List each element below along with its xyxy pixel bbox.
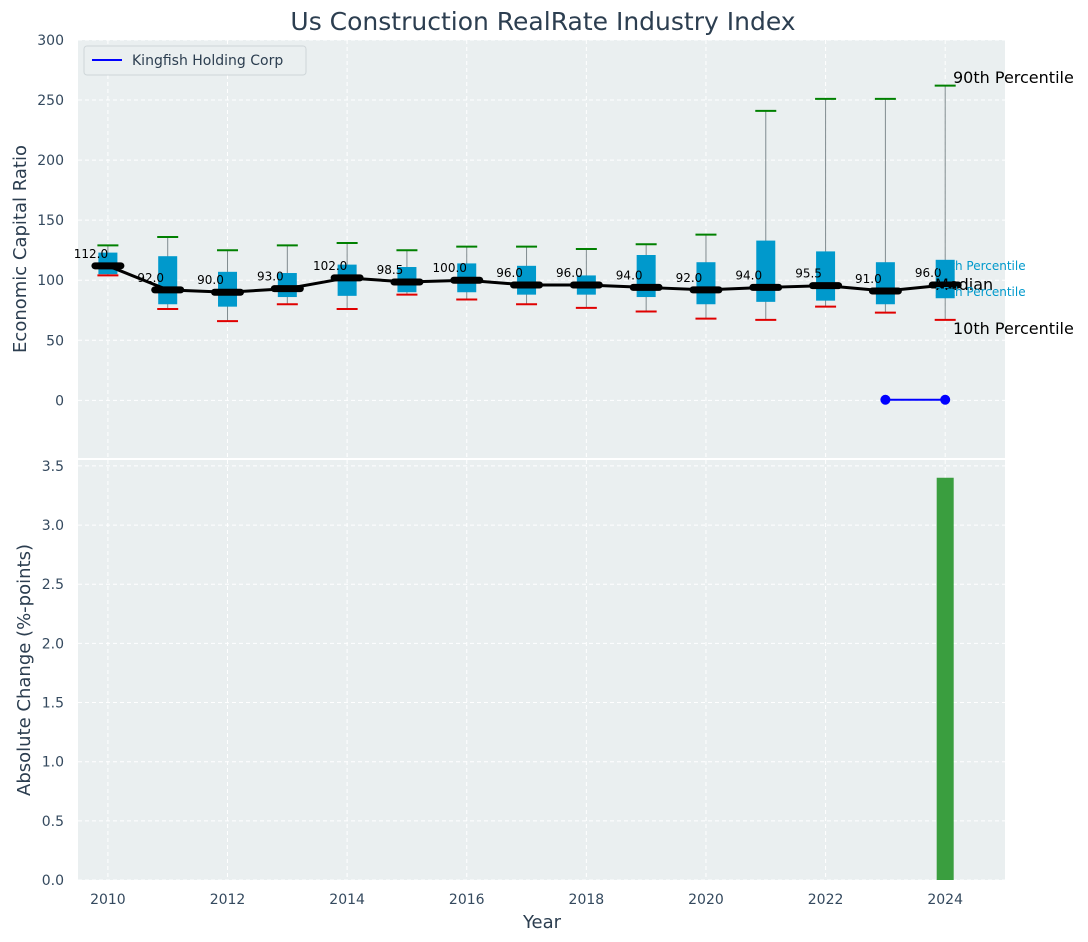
bottom-y-tick-label: 1.0 [42,755,64,771]
top-y-ticks: 0 50 100 150 200 250 300 [37,33,64,409]
iqr-box [696,262,716,305]
x-tick-label: 2020 [688,892,724,908]
bottom-y-tick-label: 1.5 [42,696,64,712]
x-tick-label: 2012 [210,892,246,908]
change-bar [936,477,954,880]
top-y-tick-label: 250 [37,93,64,109]
iqr-box [935,259,955,299]
top-panel-background [78,40,1005,458]
median-value-label: 96.0 [496,266,523,280]
percentile-annotations: 90th Percentile 75th Percentile Median 2… [935,68,1074,338]
annotation-25th-percentile: 25th Percentile [935,285,1026,299]
annotation-median: Median [935,275,993,294]
top-y-tick-label: 200 [37,153,64,169]
top-y-tick-label: 0 [55,393,64,409]
company-series [880,394,951,405]
bottom-y-axis-label: Absolute Change (%-points) [14,544,35,796]
bottom-y-ticks: 0.0 0.5 1.0 1.5 2.0 2.5 3.0 3.5 [42,459,64,889]
top-y-tick-label: 300 [37,33,64,49]
median-value-labels: 112.0 92.0 90.0 93.0 102.0 98.5 100.0 96.0 96.0 9… [74,247,942,287]
chart-title: Us Construction RealRate Industry Index [290,7,795,36]
bottom-y-tick-label: 0.0 [42,873,64,889]
bottom-y-tick-label: 3.0 [42,518,64,534]
legend-box [83,45,307,76]
median-value-label: 102.0 [313,259,347,273]
company-point [940,394,951,405]
median-value-label: 100.0 [433,261,467,275]
annotation-75th-percentile: 75th Percentile [935,259,1026,273]
median-value-label: 112.0 [74,247,108,261]
top-y-axis-label: Economic Capital Ratio [10,145,31,353]
top-y-tick-label: 50 [46,333,64,349]
x-tick-label: 2010 [90,892,126,908]
company-point [880,394,891,405]
change-bars [936,477,954,880]
median-value-label: 90.0 [197,273,224,287]
annotation-90th-percentile: 90th Percentile [953,68,1074,87]
bottom-y-tick-label: 2.0 [42,636,64,652]
top-y-tick-label: 150 [37,213,64,229]
median-series [91,262,962,296]
top-y-tick-label: 100 [37,273,64,289]
bottom-y-tick-label: 2.5 [42,577,64,593]
annotation-10th-percentile: 10th Percentile [953,319,1074,338]
bottom-y-tick-label: 0.5 [42,814,64,830]
x-axis-label: Year [522,912,562,933]
median-value-label: 94.0 [616,268,643,282]
x-tick-label: 2024 [927,892,963,908]
median-value-label: 94.0 [735,268,762,282]
legend-label-kingfish: Kingfish Holding Corp [132,53,283,69]
median-value-label: 93.0 [257,270,284,284]
median-value-label: 98.5 [377,263,404,277]
x-tick-label: 2018 [569,892,605,908]
bottom-y-tick-label: 3.5 [42,459,64,475]
median-value-label: 92.0 [137,271,164,285]
x-tick-label: 2014 [329,892,365,908]
median-value-label: 95.5 [795,267,822,281]
median-value-label: 96.0 [556,266,583,280]
median-value-label: 96.0 [915,266,942,280]
x-tick-label: 2016 [449,892,485,908]
x-tick-label: 2022 [808,892,844,908]
median-value-label: 92.0 [676,271,703,285]
bottom-panel-background [78,460,1005,880]
legend: Kingfish Holding Corp [83,45,307,76]
median-value-label: 91.0 [855,272,882,286]
x-ticks: 2010 2012 2014 2016 2018 2020 2022 2024 [90,892,963,908]
